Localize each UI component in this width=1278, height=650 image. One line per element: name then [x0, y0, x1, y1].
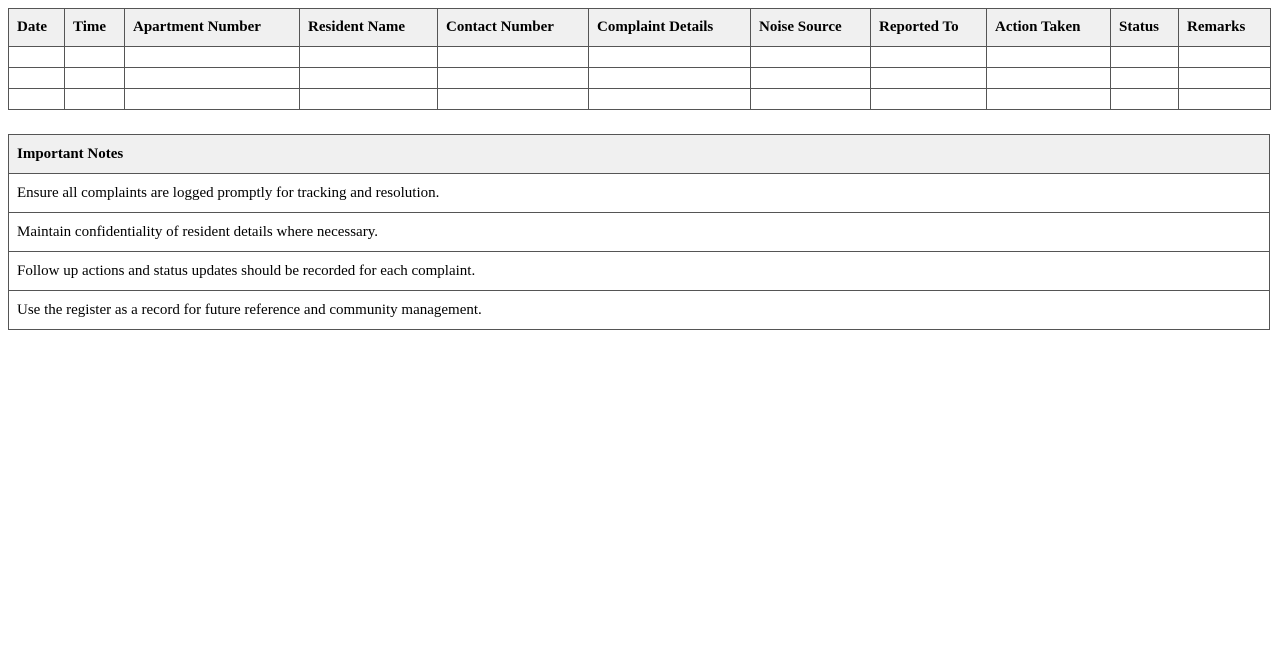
table-cell[interactable]: [64, 46, 125, 68]
header-complaint-details: Complaint Details: [588, 8, 751, 47]
table-cell[interactable]: [986, 46, 1111, 68]
table-cell[interactable]: [124, 46, 300, 68]
note-item: Ensure all complaints are logged promptl…: [8, 173, 1270, 213]
table-cell[interactable]: [588, 67, 751, 89]
note-item: Use the register as a record for future …: [8, 290, 1270, 330]
table-cell[interactable]: [124, 67, 300, 89]
table-cell[interactable]: [750, 88, 871, 110]
header-action-taken: Action Taken: [986, 8, 1111, 47]
table-cell[interactable]: [588, 46, 751, 68]
table-cell[interactable]: [1110, 88, 1179, 110]
header-contact-number: Contact Number: [437, 8, 589, 47]
note-item: Follow up actions and status updates sho…: [8, 251, 1270, 291]
table-cell[interactable]: [437, 88, 589, 110]
table-cell[interactable]: [870, 88, 987, 110]
table-cell[interactable]: [437, 46, 589, 68]
header-time: Time: [64, 8, 125, 47]
header-noise-source: Noise Source: [750, 8, 871, 47]
table-cell[interactable]: [8, 46, 65, 68]
table-cell[interactable]: [870, 46, 987, 68]
table-cell[interactable]: [1110, 46, 1179, 68]
table-cell[interactable]: [1110, 67, 1179, 89]
table-cell[interactable]: [870, 67, 987, 89]
table-cell[interactable]: [8, 88, 65, 110]
header-remarks: Remarks: [1178, 8, 1271, 47]
header-resident-name: Resident Name: [299, 8, 438, 47]
table-row: [8, 67, 1271, 89]
table-cell[interactable]: [64, 67, 125, 89]
header-row: Date Time Apartment Number Resident Name…: [8, 8, 1271, 47]
table-cell[interactable]: [986, 67, 1111, 89]
complaint-log-table: Date Time Apartment Number Resident Name…: [8, 8, 1271, 110]
important-notes-table: Important Notes Ensure all complaints ar…: [8, 134, 1270, 330]
table-cell[interactable]: [750, 67, 871, 89]
table-row: [8, 46, 1271, 68]
note-item: Maintain confidentiality of resident det…: [8, 212, 1270, 252]
table-cell[interactable]: [299, 88, 438, 110]
table-cell[interactable]: [299, 67, 438, 89]
table-cell[interactable]: [1178, 67, 1271, 89]
table-cell[interactable]: [750, 46, 871, 68]
table-cell[interactable]: [986, 88, 1111, 110]
notes-title: Important Notes: [8, 134, 1270, 174]
table-cell[interactable]: [8, 67, 65, 89]
table-cell[interactable]: [437, 67, 589, 89]
table-cell[interactable]: [1178, 88, 1271, 110]
table-cell[interactable]: [124, 88, 300, 110]
table-row: [8, 88, 1271, 110]
header-date: Date: [8, 8, 65, 47]
header-reported-to: Reported To: [870, 8, 987, 47]
table-cell[interactable]: [64, 88, 125, 110]
header-apartment-number: Apartment Number: [124, 8, 300, 47]
header-status: Status: [1110, 8, 1179, 47]
table-cell[interactable]: [1178, 46, 1271, 68]
table-cell[interactable]: [299, 46, 438, 68]
table-cell[interactable]: [588, 88, 751, 110]
